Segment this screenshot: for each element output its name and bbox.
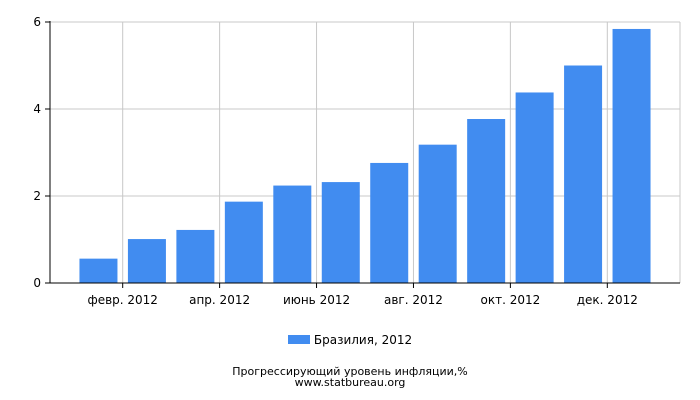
x-tick-label: апр. 2012 — [189, 293, 250, 307]
bar — [418, 144, 457, 283]
bar — [224, 201, 263, 283]
x-tick-label: февр. 2012 — [87, 293, 158, 307]
bar — [176, 229, 215, 283]
bar — [612, 28, 651, 284]
y-tick-label: 6 — [33, 15, 41, 29]
bar — [127, 239, 166, 283]
legend: Бразилия, 2012 — [0, 333, 700, 347]
bar — [79, 258, 118, 283]
chart-bars — [79, 28, 651, 284]
bar — [515, 92, 554, 283]
source-url: www.statbureau.org — [294, 376, 406, 389]
bar — [564, 65, 603, 283]
x-tick-label: дек. 2012 — [577, 293, 638, 307]
bar — [370, 162, 409, 283]
chart: 0 2 4 6 февр. 2012 апр. 2012 июнь 2012 авг. 20… — [33, 15, 681, 307]
legend-label: Бразилия, 2012 — [313, 333, 413, 347]
x-axis-ticks: февр. 2012 апр. 2012 июнь 2012 авг. 2012 окт… — [87, 283, 638, 307]
y-axis-ticks: 0 2 4 6 — [33, 15, 50, 290]
y-tick-label: 2 — [33, 189, 41, 203]
chart-caption: Прогрессирующий уровень инфляции,% — [232, 365, 468, 378]
x-tick-label: июнь 2012 — [283, 293, 350, 307]
y-tick-label: 4 — [33, 102, 41, 116]
y-tick-label: 0 — [33, 276, 41, 290]
legend-swatch — [287, 335, 310, 344]
x-tick-label: авг. 2012 — [384, 293, 443, 307]
bar — [321, 182, 360, 283]
bar — [273, 185, 312, 283]
bar — [467, 119, 506, 283]
x-tick-label: окт. 2012 — [481, 293, 541, 307]
chart-axes — [49, 21, 680, 284]
